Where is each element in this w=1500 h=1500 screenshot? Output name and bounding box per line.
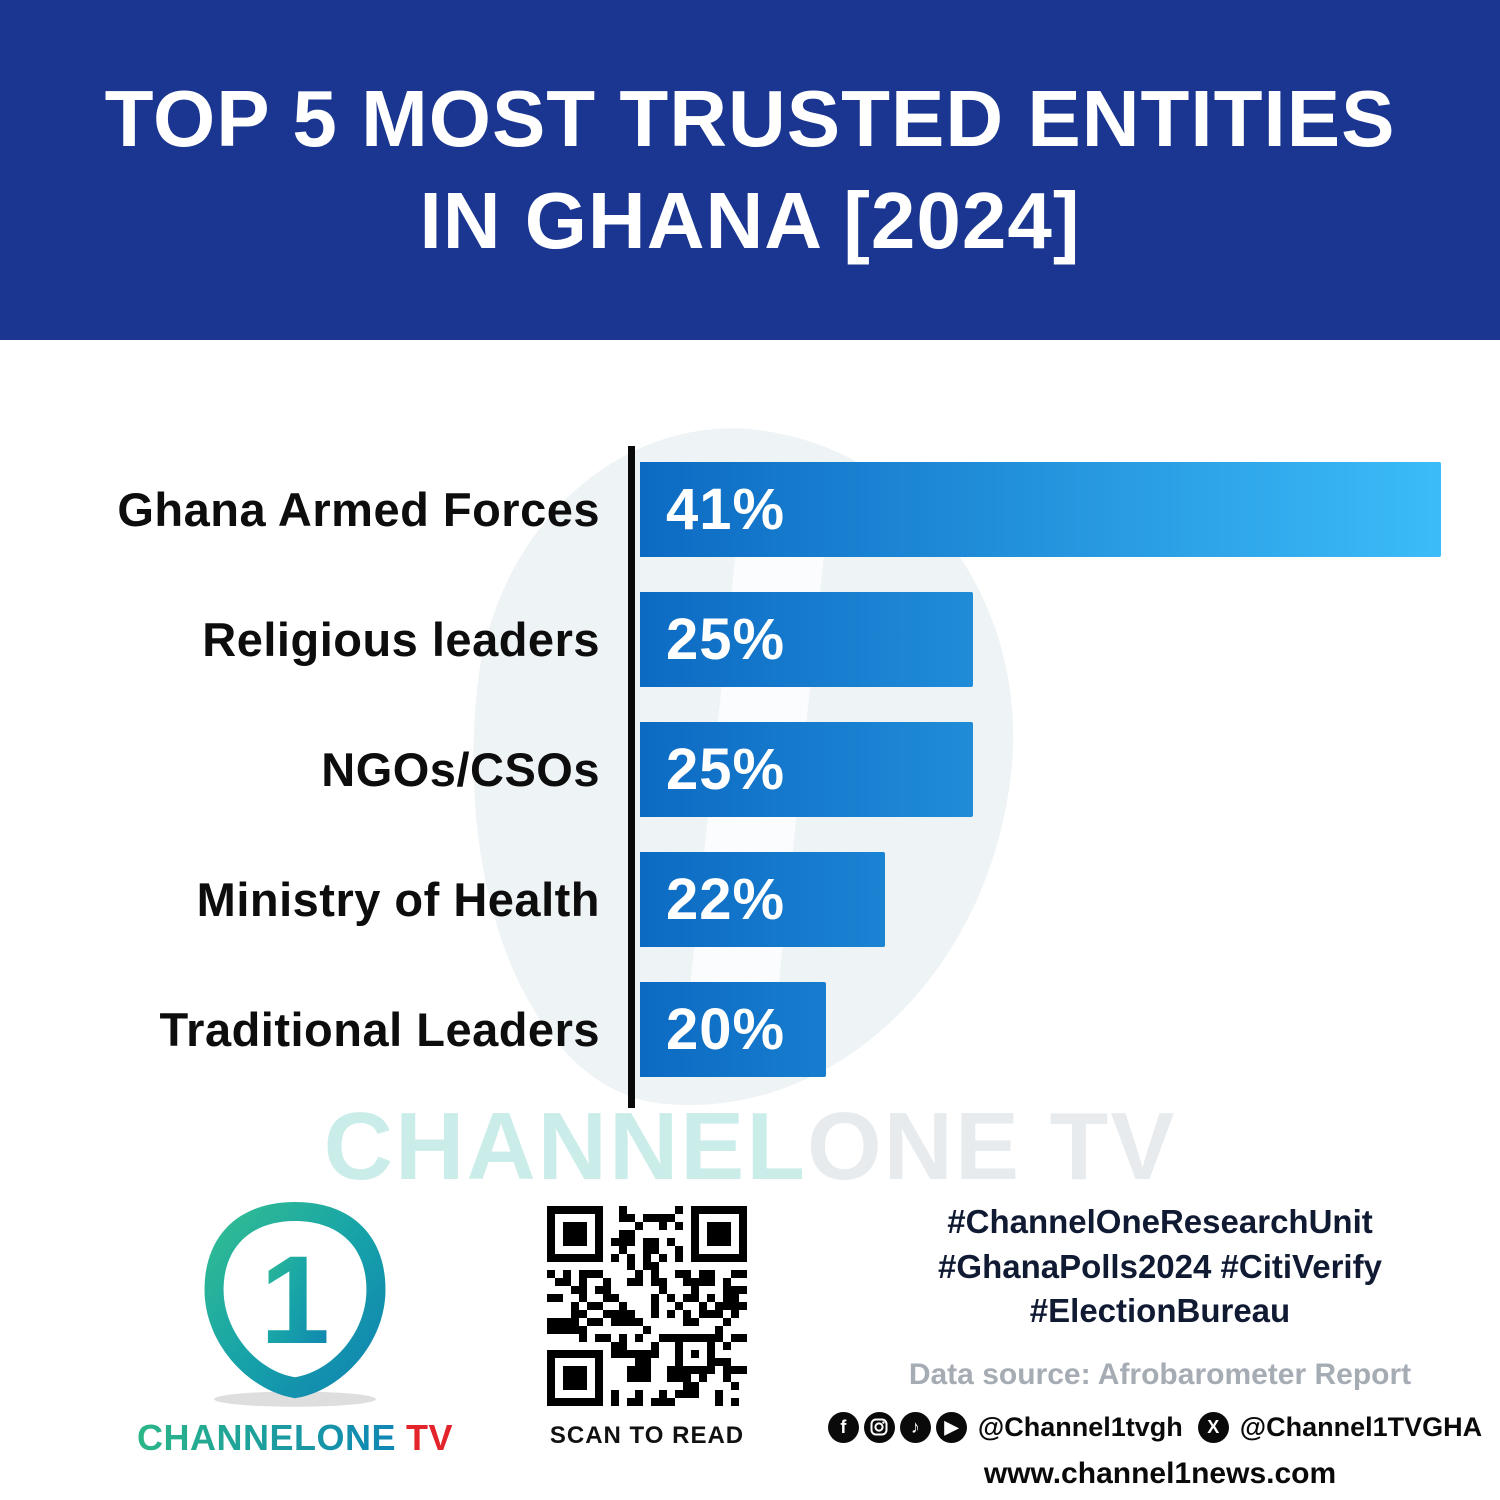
chart-row: Ghana Armed Forces 41% [0, 462, 1500, 557]
x-icon: X [1197, 1411, 1229, 1443]
category-label: Traditional Leaders [159, 1003, 600, 1056]
social-row: f ♪ ▶ @Channel1tvgh X @Channel1TVGHA [827, 1411, 1482, 1443]
chart-row: Religious leaders 25% [0, 592, 1500, 687]
bar-1: 41% [640, 462, 1441, 557]
hashtags: #ChannelOneResearchUnit #GhanaPolls2024 … [870, 1200, 1450, 1334]
social-handle-1: @Channel1tvgh [977, 1411, 1183, 1442]
header: TOP 5 MOST TRUSTED ENTITIES IN GHANA [20… [0, 0, 1500, 340]
instagram-icon [863, 1411, 895, 1443]
category-label: NGOs/CSOs [321, 743, 600, 796]
page-title: TOP 5 MOST TRUSTED ENTITIES IN GHANA [20… [105, 68, 1396, 273]
tiktok-icon: ♪ [899, 1411, 931, 1443]
value-label: 25% [666, 737, 786, 802]
logo-mark-icon: 1 [204, 1202, 386, 1407]
facebook-icon: f [827, 1411, 859, 1443]
watermark-channel: CHANNEL [323, 1093, 807, 1200]
title-line-2: IN GHANA [2024] [419, 176, 1081, 265]
value-label: 41% [666, 477, 786, 542]
hashtag-line-2: #GhanaPolls2024 #CitiVerify [938, 1247, 1382, 1285]
bar-3: 25% [640, 722, 973, 817]
chart-axis [628, 446, 635, 1108]
value-label: 22% [666, 867, 786, 932]
chart-row: NGOs/CSOs 25% [0, 722, 1500, 817]
logo-digit: 1 [260, 1229, 330, 1370]
social-handle-2: @Channel1TVGHA [1239, 1411, 1483, 1442]
data-source: Data source: Afrobarometer Report [908, 1357, 1412, 1391]
hashtag-line-3: #ElectionBureau [1029, 1292, 1291, 1330]
title-line-1: TOP 5 MOST TRUSTED ENTITIES [104, 73, 1396, 163]
brand-name: CHANNELONE [136, 1417, 396, 1458]
bar-5: 20% [640, 982, 826, 1077]
qr-code [547, 1206, 747, 1406]
qr-block: SCAN TO READ [543, 1206, 751, 1450]
hashtag-line-1: #ChannelOneResearchUnit [947, 1203, 1373, 1240]
chart-rows: Ghana Armed Forces 41% Religious leaders 25… [0, 462, 1500, 1112]
bar-2: 25% [640, 592, 973, 687]
footer-info: #ChannelOneResearchUnit #GhanaPolls2024 … [827, 1200, 1482, 1491]
bar-4: 22% [640, 852, 885, 947]
value-label: 20% [666, 997, 786, 1062]
brand-tv: TV [406, 1417, 454, 1458]
chart-row: Traditional Leaders 20% [0, 982, 1500, 1077]
watermark-text: CHANNELONE TV [0, 1092, 1500, 1202]
youtube-icon: ▶ [935, 1411, 967, 1443]
brand-wordmark: CHANNELONE TV [120, 1417, 470, 1459]
watermark-one-tv: ONE TV [806, 1093, 1177, 1200]
channel-one-logo: 1 CHANNELONE TV [120, 1196, 470, 1459]
chart-row: Ministry of Health 22% [0, 852, 1500, 947]
category-label: Religious leaders [202, 613, 600, 666]
category-label: Ministry of Health [196, 873, 600, 926]
website-url: www.channel1news.com [983, 1456, 1337, 1490]
qr-caption: SCAN TO READ [549, 1422, 745, 1449]
value-label: 25% [666, 607, 786, 672]
category-label: Ghana Armed Forces [117, 483, 600, 536]
